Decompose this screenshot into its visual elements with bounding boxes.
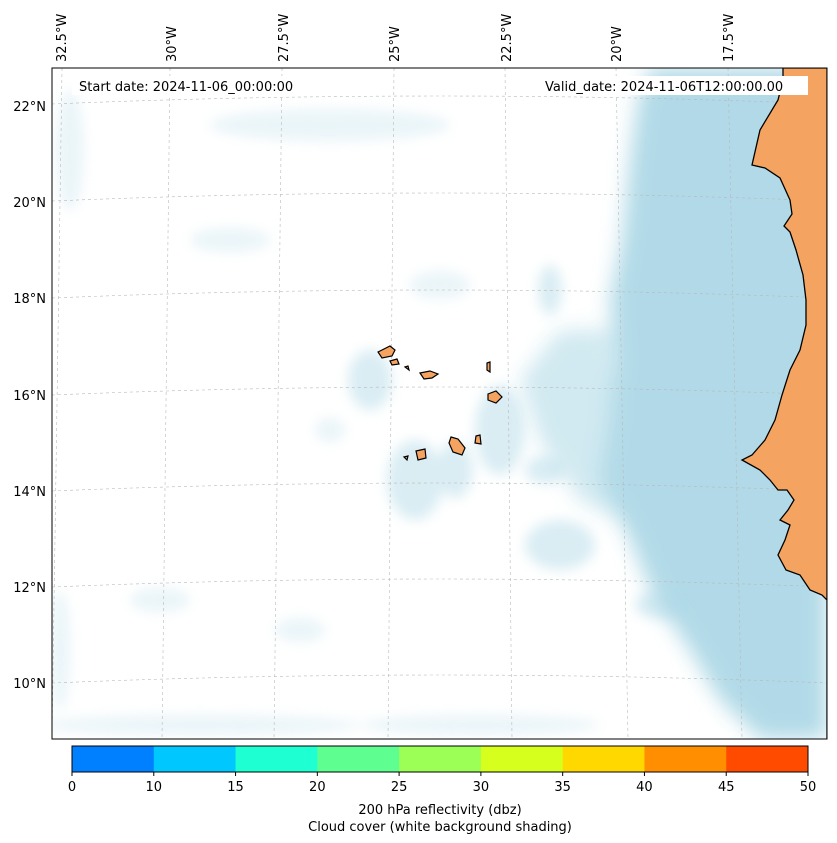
colorbar-tick-label: 50 (800, 780, 817, 795)
island-brava (402, 455, 409, 462)
colorbar-segment (317, 746, 400, 772)
map-frame (51, 67, 828, 740)
start-date-text: Start date: 2024-11-06_00:00:00 (79, 80, 293, 95)
island-boa-vista (487, 390, 503, 404)
colorbar-segment (72, 746, 155, 772)
latitude-labels: 22°N 20°N 18°N 16°N 14°N 12°N 10°N (13, 100, 46, 692)
colorbar-segment (153, 746, 237, 772)
lon-label-27-5w: 27.5°W (277, 14, 292, 62)
island-santa-luzia (403, 365, 410, 372)
colorbar-segment (399, 746, 482, 772)
colorbar-tick-label: 0 (68, 780, 76, 795)
colorbar-segment (644, 746, 727, 772)
colorbar-frame (71, 745, 809, 773)
valid-date-text: Valid_date: 2024-11-06T12:00:00.00 (545, 80, 783, 95)
lon-label-32-5w: 32.5°W (55, 14, 70, 62)
colorbar-segment (562, 746, 645, 772)
island-santiago (448, 436, 466, 456)
colorbar-segments (72, 746, 809, 772)
start-date-box (72, 76, 312, 95)
lat-label-20n: 20°N (13, 196, 46, 211)
lon-label-17-5w: 17.5°W (722, 14, 737, 62)
lat-label-18n: 18°N (13, 292, 46, 307)
longitude-labels: 32.5°W 30°W 27.5°W 25°W 22.5°W 20°W 17.5… (55, 14, 737, 62)
valid-date-box (540, 76, 808, 95)
lon-label-25w: 25°W (388, 26, 403, 62)
lon-label-30w: 30°W (165, 26, 180, 62)
map-area (52, 68, 827, 739)
colorbar-tick-label: 15 (227, 780, 244, 795)
colorbar-tick-label: 20 (309, 780, 326, 795)
colorbar: 0 10 15 20 25 30 35 40 45 50 200 hPa reflectivity… (68, 745, 816, 835)
lon-label-22-5w: 22.5°W (500, 14, 515, 62)
colorbar-segment (480, 746, 564, 772)
colorbar-label-line2: Cloud cover (white background shading) (308, 820, 572, 835)
lat-label-16n: 16°N (13, 389, 46, 404)
lat-label-22n: 22°N (13, 100, 46, 115)
colorbar-tick-label: 40 (636, 780, 653, 795)
island-sao-vicente (389, 358, 400, 366)
island-fogo (415, 448, 427, 461)
graticule-lines (52, 68, 827, 739)
colorbar-tick-label: 45 (718, 780, 735, 795)
colorbar-tick-label: 30 (473, 780, 490, 795)
lon-label-20w: 20°W (610, 26, 625, 62)
african-coast-land (740, 68, 827, 739)
lat-label-14n: 14°N (13, 485, 46, 500)
date-annotations: Start date: 2024-11-06_00:00:00 Valid_da… (72, 76, 808, 95)
cloud-cover-shading (52, 68, 827, 739)
colorbar-ticks: 0 10 15 20 25 30 35 40 45 50 (68, 772, 816, 795)
lat-label-10n: 10°N (13, 677, 46, 692)
island-santo-antao (377, 345, 396, 359)
colorbar-segment (726, 746, 809, 772)
colorbar-label-line1: 200 hPa reflectivity (dbz) (358, 803, 521, 818)
island-sao-nicolau (419, 370, 440, 380)
island-maio (474, 434, 482, 445)
island-sal (486, 361, 491, 374)
colorbar-tick-label: 10 (146, 780, 163, 795)
lat-label-12n: 12°N (13, 581, 46, 596)
colorbar-segment (235, 746, 318, 772)
colorbar-tick-label: 25 (391, 780, 408, 795)
cape-verde-islands (377, 345, 503, 462)
colorbar-tick-label: 35 (554, 780, 571, 795)
